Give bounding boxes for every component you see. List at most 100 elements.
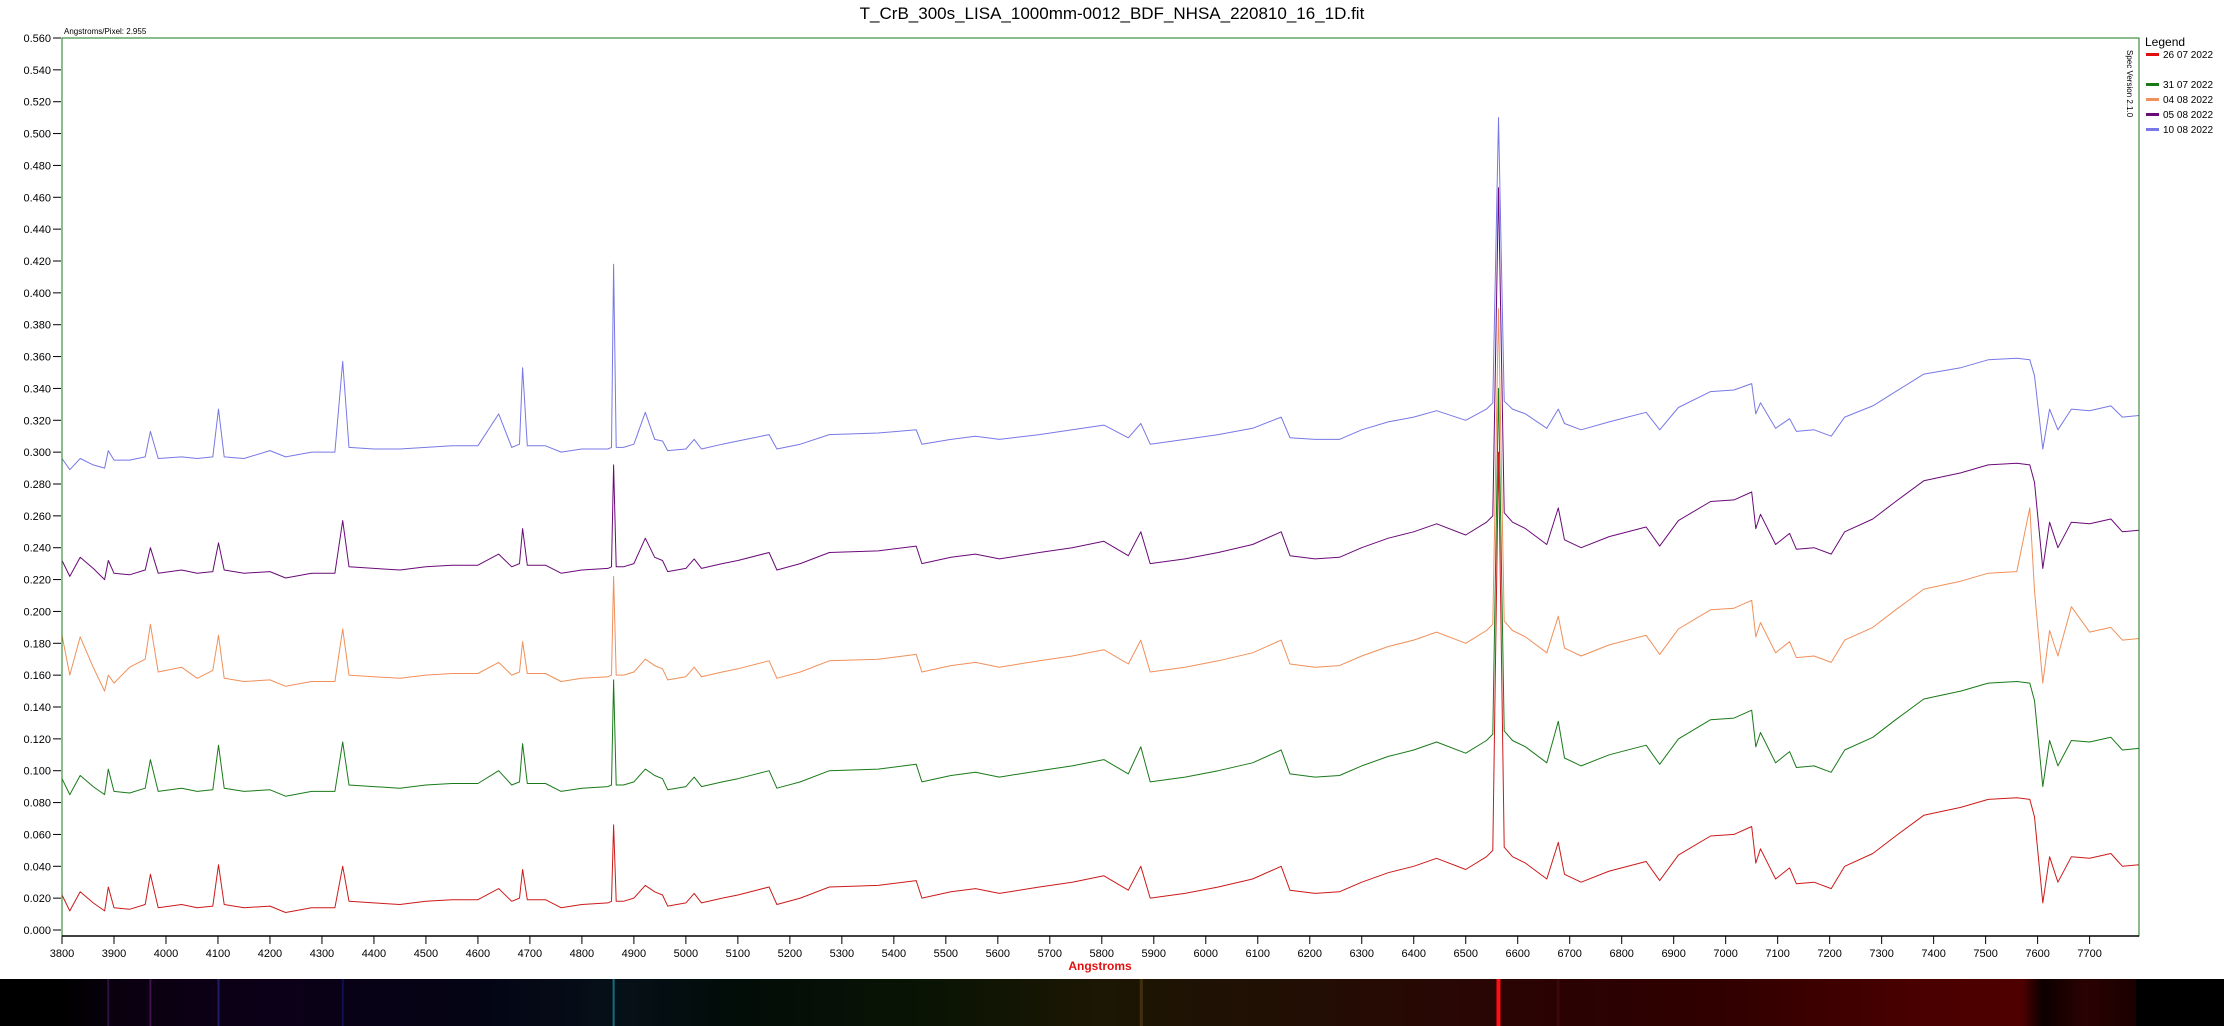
y-tick-label: 0.200: [23, 606, 51, 618]
legend-swatch: [2146, 128, 2159, 131]
spectrum-strip-lines: [107, 979, 1560, 1026]
spectrum-strip-line: [1139, 979, 1143, 1026]
x-tick-label: 7000: [1713, 948, 1737, 960]
spectrum-strip-line: [217, 979, 220, 1026]
x-tick-label: 5100: [726, 948, 750, 960]
y-tick-label: 0.540: [23, 65, 51, 77]
x-tick-label: 7300: [1869, 948, 1893, 960]
x-tick-label: 4100: [206, 948, 230, 960]
x-axis-title: Angstroms: [1068, 959, 1132, 973]
y-tick-label: 0.460: [23, 192, 51, 204]
spectrum-strip-line: [1556, 979, 1560, 1026]
legend-label: 10 08 2022: [2163, 125, 2213, 136]
y-tick-label: 0.380: [23, 320, 51, 332]
y-tick-label: 0.160: [23, 670, 51, 682]
series-lines: [61, 117, 2140, 913]
x-tick-label: 6500: [1453, 948, 1477, 960]
x-tick-label: 5600: [986, 948, 1010, 960]
legend-title: Legend: [2145, 35, 2185, 49]
x-tick-label: 7400: [1921, 948, 1945, 960]
legend: Legend 26 07 2022 31 07 2022 04 08 2022 05 …: [2145, 35, 2213, 136]
spectrum-strip-line: [1496, 979, 1501, 1026]
y-tick-label: 0.260: [23, 511, 51, 523]
y-tick-label: 0.220: [23, 575, 51, 587]
legend-item: 04 08 2022: [2146, 95, 2213, 106]
legend-swatch: [2146, 98, 2159, 101]
x-tick-label: 5300: [830, 948, 854, 960]
x-tick-label: 5800: [1090, 948, 1114, 960]
legend-item: 31 07 2022: [2146, 80, 2213, 91]
angstroms-per-pixel-note: Angstroms/Pixel: 2.955: [64, 27, 147, 36]
legend-swatch: [2146, 83, 2159, 86]
y-tick-label: 0.100: [23, 766, 51, 778]
series-line-10-08-2022: [61, 117, 2140, 471]
x-tick-label: 4200: [258, 948, 282, 960]
series-line-05-08-2022: [61, 187, 2140, 581]
version-note: Spec Version 2.1.0: [2125, 50, 2134, 118]
y-tick-label: 0.320: [23, 415, 51, 427]
legend-label: 05 08 2022: [2163, 110, 2213, 121]
y-tick-label: 0.240: [23, 543, 51, 555]
y-tick-label: 0.120: [23, 734, 51, 746]
x-tick-label: 4300: [310, 948, 334, 960]
spectrum-strip-line: [107, 979, 110, 1026]
x-tick-label: 5900: [1142, 948, 1166, 960]
x-tick-label: 7500: [1973, 948, 1997, 960]
x-tick-label: 7200: [1817, 948, 1841, 960]
legend-swatch: [2146, 53, 2159, 56]
x-tick-label: 7700: [2077, 948, 2101, 960]
x-axis: 3800 3900 4000 4100 4200 4300 4400 4500 4600 4700…: [50, 936, 2102, 960]
series-line-31-07-2022: [61, 387, 2140, 797]
x-tick-label: 6800: [1609, 948, 1633, 960]
legend-label: 31 07 2022: [2163, 80, 2213, 91]
x-tick-label: 3900: [102, 948, 126, 960]
x-tick-label: 4700: [518, 948, 542, 960]
x-tick-label: 6000: [1194, 948, 1218, 960]
y-tick-label: 0.520: [23, 97, 51, 109]
spectrum-strip-line: [341, 979, 344, 1026]
x-tick-label: 6400: [1401, 948, 1425, 960]
y-tick-label: 0.280: [23, 479, 51, 491]
x-tick-label: 6900: [1661, 948, 1685, 960]
y-tick-label: 0.400: [23, 288, 51, 300]
x-tick-label: 7600: [2025, 948, 2049, 960]
series-line-26-07-2022: [61, 451, 2140, 913]
legend-item: 26 07 2022: [2146, 50, 2213, 61]
y-tick-label: 0.180: [23, 638, 51, 650]
x-tick-label: 5400: [882, 948, 906, 960]
y-tick-label: 0.020: [23, 893, 51, 905]
y-tick-label: 0.140: [23, 702, 51, 714]
x-tick-label: 6700: [1557, 948, 1581, 960]
spectrum-strip-line: [149, 979, 152, 1026]
x-tick-label: 3800: [50, 948, 74, 960]
x-tick-label: 6100: [1246, 948, 1270, 960]
x-tick-label: 5000: [674, 948, 698, 960]
x-tick-label: 4000: [154, 948, 178, 960]
spectrum-strip-line: [612, 979, 615, 1026]
y-tick-label: 0.420: [23, 256, 51, 268]
y-tick-label: 0.080: [23, 798, 51, 810]
legend-label: 04 08 2022: [2163, 95, 2213, 106]
x-tick-label: 6200: [1298, 948, 1322, 960]
y-tick-label: 0.360: [23, 352, 51, 364]
y-tick-label: 0.440: [23, 224, 51, 236]
x-tick-label: 6600: [1505, 948, 1529, 960]
x-tick-label: 4600: [466, 948, 490, 960]
y-tick-label: 0.560: [23, 33, 51, 45]
plot-frame: [61, 37, 2140, 937]
y-axis: 0.000 0.020 0.040 0.060 0.080 0.100 0.120 0.140…: [23, 33, 61, 937]
x-tick-label: 5700: [1038, 948, 1062, 960]
y-tick-label: 0.340: [23, 383, 51, 395]
y-tick-label: 0.500: [23, 129, 51, 141]
x-tick-label: 5500: [934, 948, 958, 960]
x-tick-label: 7100: [1765, 948, 1789, 960]
series-line-04-08-2022: [61, 308, 2140, 692]
x-tick-label: 5200: [778, 948, 802, 960]
x-tick-label: 4800: [570, 948, 594, 960]
x-tick-label: 6300: [1350, 948, 1374, 960]
chart-title: T_CrB_300s_LISA_1000mm-0012_BDF_NHSA_220…: [860, 4, 1365, 23]
y-tick-label: 0.060: [23, 829, 51, 841]
y-tick-label: 0.000: [23, 925, 51, 937]
y-tick-label: 0.480: [23, 160, 51, 172]
